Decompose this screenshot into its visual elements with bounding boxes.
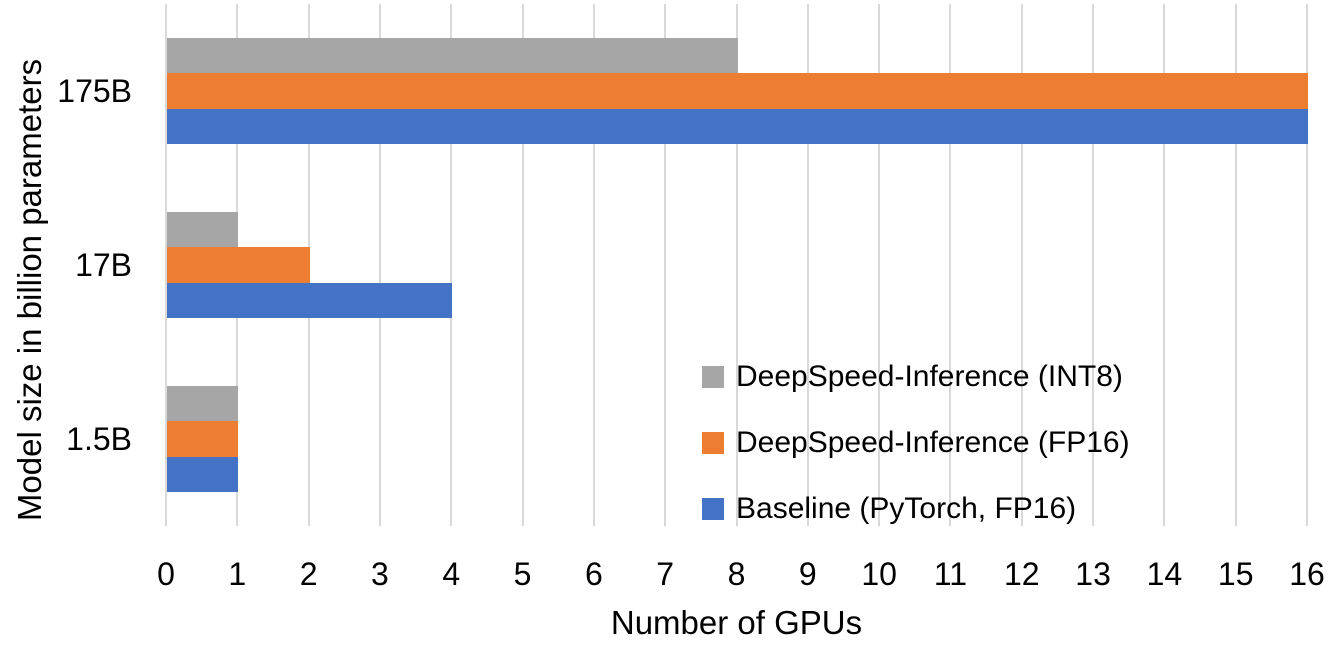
x-tick-label-11: 11 — [933, 556, 968, 592]
x-tick-label-12: 12 — [1003, 556, 1040, 592]
gridline-x-5 — [521, 4, 524, 526]
plot-area — [165, 4, 1308, 526]
bar-175B-DeepSpeed-Inference (FP16) — [167, 73, 1308, 109]
x-tick-label-13: 13 — [1075, 556, 1111, 592]
gridline-x-10 — [878, 4, 881, 526]
legend-swatch-icon — [702, 366, 724, 388]
gridline-x-0 — [165, 4, 167, 526]
x-tick-label-10: 10 — [861, 556, 897, 592]
legend-label: Baseline (PyTorch, FP16) — [736, 492, 1077, 525]
legend-label: DeepSpeed-Inference (INT8) — [736, 360, 1123, 393]
legend-item-2: Baseline (PyTorch, FP16) — [702, 494, 1076, 524]
gridline-x-12 — [1020, 4, 1023, 526]
bar-17B-DeepSpeed-Inference (FP16) — [167, 247, 310, 283]
gridline-x-14 — [1163, 4, 1166, 526]
bar-175B-DeepSpeed-Inference (INT8) — [167, 37, 738, 74]
x-tick-label-8: 8 — [727, 556, 746, 592]
x-tick-label-2: 2 — [299, 556, 318, 592]
legend-label: DeepSpeed-Inference (FP16) — [736, 426, 1130, 459]
bar-1.5B-DeepSpeed-Inference (FP16) — [167, 421, 239, 457]
x-tick-label-6: 6 — [584, 556, 603, 592]
gridline-x-11 — [949, 4, 952, 526]
x-tick-label-3: 3 — [371, 556, 389, 592]
x-tick-label-7: 7 — [656, 556, 675, 592]
y-category-label-175B: 175B — [57, 73, 132, 109]
gridline-x-13 — [1092, 4, 1095, 526]
bar-175B-Baseline (PyTorch, FP16) — [167, 108, 1308, 145]
x-tick-label-5: 5 — [513, 556, 532, 592]
x-tick-label-15: 15 — [1217, 556, 1254, 592]
x-tick-label-1: 1 — [228, 556, 247, 592]
x-axis-title: Number of GPUs — [610, 604, 863, 641]
gridline-x-9 — [806, 4, 809, 526]
x-tick-label-4: 4 — [442, 556, 461, 592]
gridline-x-3 — [378, 4, 381, 526]
x-tick-label-9: 9 — [798, 556, 817, 592]
legend-swatch-icon — [702, 498, 724, 520]
x-tick-label-0: 0 — [157, 556, 175, 592]
gridline-x-16 — [1306, 4, 1308, 526]
bar-17B-Baseline (PyTorch, FP16) — [167, 282, 453, 319]
bar-1.5B-DeepSpeed-Inference (INT8) — [167, 385, 239, 422]
y-category-label-1.5B: 1.5B — [66, 421, 132, 457]
x-tick-label-16: 16 — [1289, 556, 1325, 592]
gridline-x-6 — [592, 4, 595, 526]
bar-17B-DeepSpeed-Inference (INT8) — [167, 211, 239, 248]
gridline-x-7 — [664, 4, 667, 526]
legend-item-1: DeepSpeed-Inference (FP16) — [702, 428, 1130, 458]
legend-swatch-icon — [702, 432, 724, 454]
bar-1.5B-Baseline (PyTorch, FP16) — [167, 456, 239, 493]
gridline-x-15 — [1234, 4, 1237, 526]
y-category-label-17B: 17B — [75, 247, 132, 283]
gridline-x-4 — [450, 4, 453, 526]
legend-item-0: DeepSpeed-Inference (INT8) — [702, 362, 1123, 392]
x-tick-label-14: 14 — [1146, 556, 1183, 592]
gridline-x-8 — [735, 4, 738, 526]
